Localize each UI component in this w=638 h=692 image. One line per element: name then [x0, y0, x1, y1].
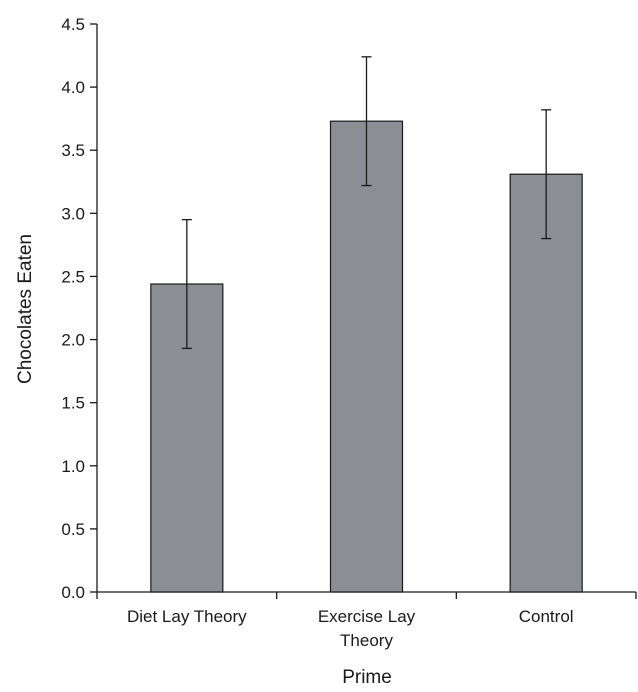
y-tick-label: 1.5 [61, 394, 85, 413]
bars [150, 120, 583, 593]
x-axis: Diet Lay Theory Exercise Lay Theory Control [96, 591, 637, 650]
y-tick-label: 2.5 [61, 267, 85, 286]
y-tick-label: 0.5 [61, 520, 85, 539]
y-axis: 0.0 0.5 1.0 1.5 2.0 2.5 3.0 3.5 4.0 4.5 [61, 15, 98, 602]
x-tick-label: Exercise Lay Theory [318, 607, 416, 650]
y-tick-label: 4.5 [61, 15, 85, 34]
bar [329, 120, 404, 593]
y-axis-title: Chocolates Eaten [15, 234, 36, 384]
x-axis-title: Prime [342, 667, 392, 688]
y-tick-label: 2.0 [61, 331, 85, 350]
bar [509, 173, 583, 593]
y-tick-label: 0.0 [61, 583, 85, 602]
y-tick-label: 1.0 [61, 457, 85, 476]
error-bars [181, 56, 552, 350]
x-tick-label: Control [519, 607, 574, 626]
y-tick-label: 3.5 [61, 141, 85, 160]
x-tick-label: Diet Lay Theory [127, 607, 247, 626]
y-tick-label: 3.0 [61, 204, 85, 223]
y-tick-label: 4.0 [61, 78, 85, 97]
